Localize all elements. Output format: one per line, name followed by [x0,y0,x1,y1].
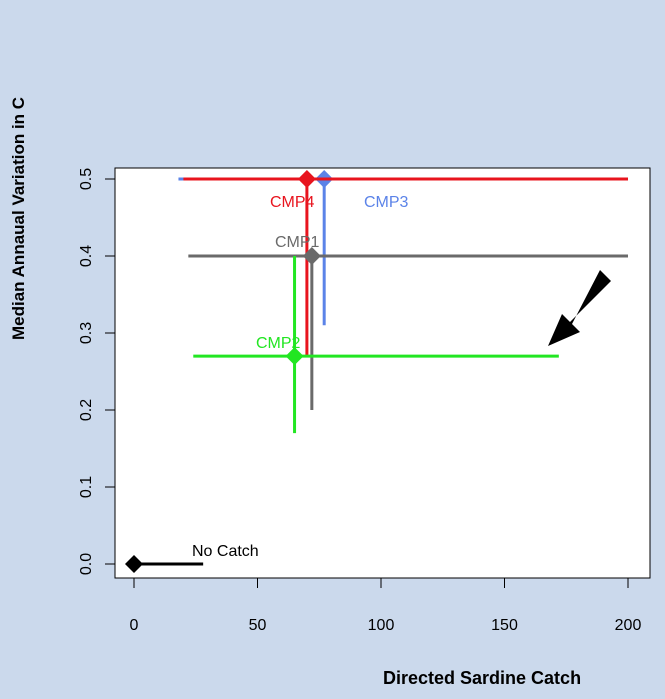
x-tick-label: 50 [249,617,267,634]
series-cmp2: CMP2 [193,256,559,434]
series-label: CMP2 [256,335,301,352]
arrow-shape [548,270,611,346]
x-tick-label: 100 [368,617,395,634]
y-axis-label: Median Annaual Variation in C [9,97,28,340]
y-tick-label: 0.4 [78,245,95,267]
series-label: CMP4 [270,194,315,211]
x-tick-label: 150 [491,617,518,634]
arrow-annotation [548,270,611,346]
series-label: No Catch [192,543,259,560]
series-cmp1: CMP1 [188,234,628,410]
y-tick-label: 0.0 [78,553,95,575]
series-cmp4: CMP4 [183,170,628,357]
series-label: CMP1 [275,234,320,251]
y-tick-label: 0.3 [78,322,95,344]
x-axis: 0 50 100 150 200 [130,578,642,634]
x-axis-label: Directed Sardine Catch [383,668,581,688]
series-layer: CMP3 CMP4 CMP1 CMP2 No Catch [125,170,628,573]
y-tick-label: 0.1 [78,476,95,498]
series-point [125,555,143,573]
series-point [302,247,321,265]
y-axis: 0.0 0.1 0.2 0.3 0.4 0.5 [78,168,115,575]
series-no-catch: No Catch [125,543,259,573]
x-tick-label: 0 [130,617,139,634]
plot-frame [114,167,651,579]
series-point [297,170,316,188]
y-tick-label: 0.2 [78,399,95,421]
x-tick-label: 200 [615,617,642,634]
y-tick-label: 0.5 [78,168,95,190]
series-point [285,347,304,366]
series-label: CMP3 [364,194,409,211]
